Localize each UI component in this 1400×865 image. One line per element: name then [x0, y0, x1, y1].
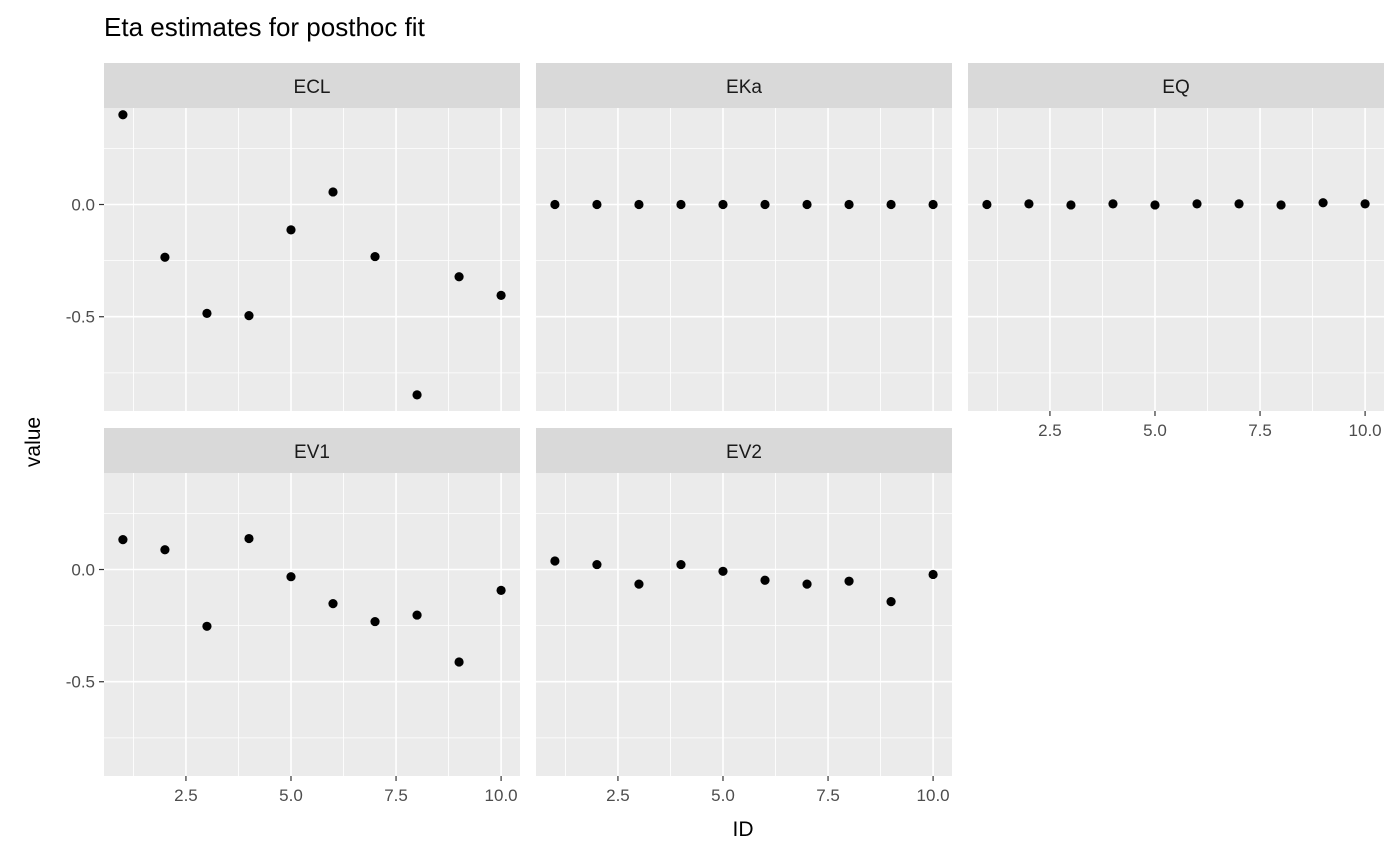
x-tick-label: 10.0 [1349, 421, 1382, 440]
x-tick-label: 5.0 [279, 786, 303, 805]
x-axis-label: ID [732, 818, 754, 841]
y-tick-label: 0.0 [71, 196, 95, 215]
y-tick-label: -0.5 [66, 673, 95, 692]
data-point [1234, 199, 1244, 209]
data-point [592, 199, 602, 210]
facet-strip-label: EV1 [294, 442, 330, 463]
data-point [928, 199, 938, 210]
facet-strip-label: ECL [294, 77, 331, 98]
data-point [454, 272, 464, 282]
data-point [328, 187, 338, 197]
data-point [412, 610, 422, 620]
data-point [718, 199, 728, 210]
facet-strip [104, 428, 520, 473]
data-point [1066, 200, 1076, 210]
x-tick-label: 7.5 [816, 786, 840, 805]
data-point [202, 308, 212, 318]
facet-strip [536, 428, 952, 473]
data-point [1150, 200, 1160, 210]
facet-strip [968, 63, 1384, 108]
data-point [928, 569, 938, 580]
data-point [760, 199, 770, 210]
facet-strip-label: EV2 [726, 442, 762, 463]
data-point [370, 616, 380, 627]
x-tick-label: 10.0 [485, 786, 518, 805]
data-point [1360, 199, 1370, 209]
chart-title: Eta estimates for posthoc fit [104, 12, 425, 42]
data-point [1024, 199, 1034, 209]
data-point [592, 559, 602, 570]
x-tick-label: 2.5 [174, 786, 198, 805]
facet-strip [536, 63, 952, 108]
data-point [118, 110, 128, 120]
data-point [160, 252, 170, 262]
data-point [676, 199, 686, 210]
data-point [286, 572, 296, 582]
data-point [1318, 198, 1328, 208]
panel-background [536, 108, 952, 411]
data-point [412, 390, 422, 400]
x-tick-label: 2.5 [606, 786, 630, 805]
facet-strip [104, 63, 520, 108]
panel-background [536, 473, 952, 776]
data-point [286, 225, 296, 235]
data-point [370, 251, 380, 262]
x-tick-label: 7.5 [384, 786, 408, 805]
panel-background [968, 108, 1384, 411]
panel-background [104, 108, 520, 411]
x-tick-label: 7.5 [1248, 421, 1272, 440]
data-point [718, 566, 728, 576]
data-point [634, 199, 644, 210]
data-point [244, 533, 254, 544]
data-point [844, 576, 854, 586]
data-point [328, 599, 338, 609]
data-point [886, 199, 896, 210]
data-point [886, 597, 896, 607]
data-point [160, 545, 170, 555]
data-point [760, 575, 770, 585]
data-point [550, 199, 560, 210]
data-point [802, 579, 812, 589]
facet-strip-label: EKa [726, 77, 762, 98]
data-point [550, 556, 560, 566]
x-tick-label: 5.0 [711, 786, 735, 805]
facet-strip-label: EQ [1162, 77, 1189, 98]
x-tick-label: 2.5 [1038, 421, 1062, 440]
data-point [244, 311, 254, 321]
data-point [1276, 200, 1286, 210]
x-tick-label: 10.0 [917, 786, 950, 805]
data-point [496, 585, 506, 595]
data-point [634, 579, 644, 589]
data-point [118, 535, 128, 545]
y-tick-label: 0.0 [71, 561, 95, 580]
x-tick-label: 5.0 [1143, 421, 1167, 440]
data-point [802, 199, 812, 210]
y-axis-label: value [22, 416, 45, 468]
data-point [676, 559, 686, 570]
data-point [202, 621, 212, 631]
data-point [844, 199, 854, 210]
data-point [1192, 199, 1202, 209]
data-point [1108, 199, 1118, 209]
data-point [454, 657, 464, 667]
y-tick-label: -0.5 [66, 308, 95, 327]
data-point [496, 290, 506, 301]
panel-background [104, 473, 520, 776]
data-point [982, 199, 992, 210]
